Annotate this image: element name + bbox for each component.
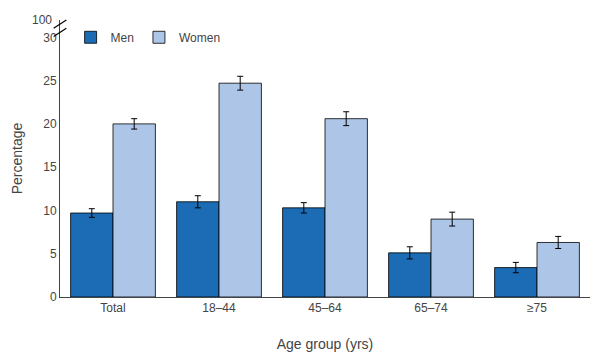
svg-text:65–74: 65–74 [414, 301, 448, 315]
svg-text:18–44: 18–44 [202, 301, 236, 315]
svg-text:25: 25 [43, 74, 57, 88]
svg-text:5: 5 [50, 247, 57, 261]
svg-text:Women: Women [179, 31, 220, 45]
svg-text:20: 20 [43, 117, 57, 131]
svg-text:0: 0 [50, 290, 57, 304]
svg-text:Men: Men [111, 31, 134, 45]
svg-text:30: 30 [43, 31, 57, 45]
svg-text:Percentage: Percentage [9, 122, 25, 194]
svg-text:≥75: ≥75 [527, 301, 547, 315]
svg-text:Total: Total [100, 301, 125, 315]
svg-text:Age group (yrs): Age group (yrs) [277, 336, 373, 352]
svg-text:100: 100 [32, 13, 52, 27]
svg-text:10: 10 [43, 204, 57, 218]
svg-text:45–64: 45–64 [308, 301, 342, 315]
svg-text:15: 15 [43, 160, 57, 174]
